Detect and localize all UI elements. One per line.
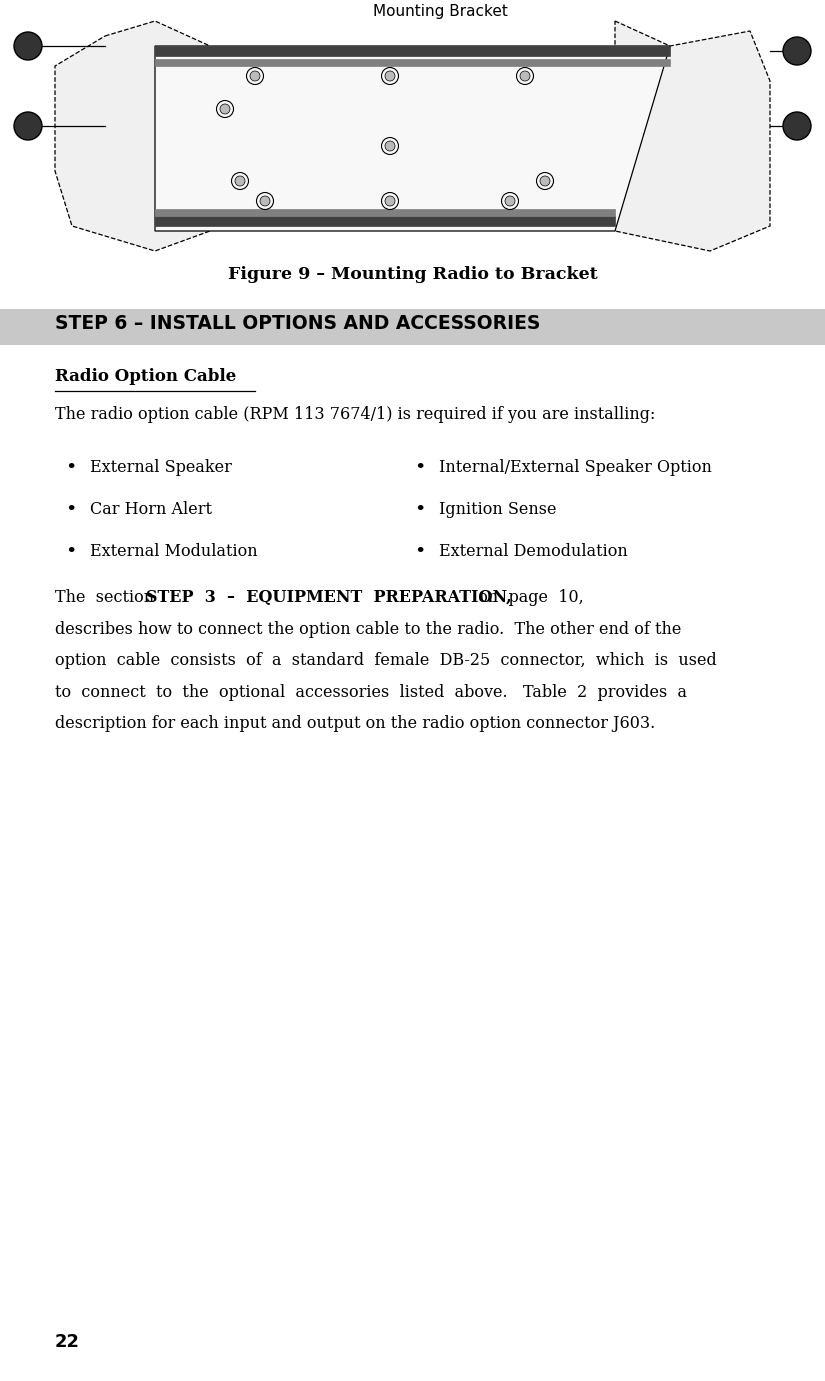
Polygon shape — [155, 59, 670, 66]
FancyBboxPatch shape — [0, 309, 825, 345]
Polygon shape — [155, 209, 615, 215]
Circle shape — [220, 104, 230, 115]
Text: •: • — [65, 543, 77, 561]
Text: External Modulation: External Modulation — [90, 543, 257, 561]
Circle shape — [520, 70, 530, 81]
Text: to  connect  to  the  optional  accessories  listed  above.   Table  2  provides: to connect to the optional accessories l… — [55, 684, 687, 700]
Text: External Demodulation: External Demodulation — [440, 543, 629, 561]
Text: option  cable  consists  of  a  standard  female  DB-25  connector,  which  is  : option cable consists of a standard fema… — [55, 652, 717, 668]
Circle shape — [385, 196, 395, 206]
Text: •: • — [65, 501, 77, 519]
Text: on  page  10,: on page 10, — [468, 590, 584, 606]
Text: Mounting Bracket: Mounting Bracket — [373, 4, 507, 18]
Text: The radio option cable (RPM 113 7674/1) is required if you are installing:: The radio option cable (RPM 113 7674/1) … — [55, 406, 655, 423]
Polygon shape — [55, 21, 210, 251]
Circle shape — [385, 141, 395, 151]
Polygon shape — [155, 46, 670, 231]
Text: Car Horn Alert: Car Horn Alert — [90, 501, 212, 518]
Polygon shape — [615, 21, 770, 251]
Text: Radio Option Cable: Radio Option Cable — [55, 367, 236, 385]
Circle shape — [250, 70, 260, 81]
Circle shape — [260, 196, 270, 206]
Circle shape — [505, 196, 515, 206]
Text: STEP  3  –  EQUIPMENT  PREPARATION,: STEP 3 – EQUIPMENT PREPARATION, — [146, 590, 512, 606]
Text: 22: 22 — [55, 1333, 80, 1351]
Text: STEP 6 – INSTALL OPTIONS AND ACCESSORIES: STEP 6 – INSTALL OPTIONS AND ACCESSORIES — [55, 313, 540, 333]
Circle shape — [14, 32, 42, 59]
Circle shape — [14, 112, 42, 139]
Circle shape — [783, 112, 811, 139]
Circle shape — [385, 70, 395, 81]
Polygon shape — [155, 215, 615, 226]
Circle shape — [540, 175, 550, 186]
Text: •: • — [414, 543, 426, 561]
Polygon shape — [155, 46, 670, 57]
Circle shape — [235, 175, 245, 186]
Text: •: • — [414, 501, 426, 519]
Text: describes how to connect the option cable to the radio.  The other end of the: describes how to connect the option cabl… — [55, 620, 681, 638]
Text: External Speaker: External Speaker — [90, 458, 232, 476]
Circle shape — [783, 37, 811, 65]
Text: •: • — [414, 458, 426, 476]
Text: The  section: The section — [55, 590, 164, 606]
Text: description for each input and output on the radio option connector J603.: description for each input and output on… — [55, 715, 655, 732]
Text: Internal/External Speaker Option: Internal/External Speaker Option — [440, 458, 712, 476]
Text: •: • — [65, 458, 77, 476]
Text: Figure 9 – Mounting Radio to Bracket: Figure 9 – Mounting Radio to Bracket — [228, 267, 597, 283]
Text: Ignition Sense: Ignition Sense — [440, 501, 557, 518]
